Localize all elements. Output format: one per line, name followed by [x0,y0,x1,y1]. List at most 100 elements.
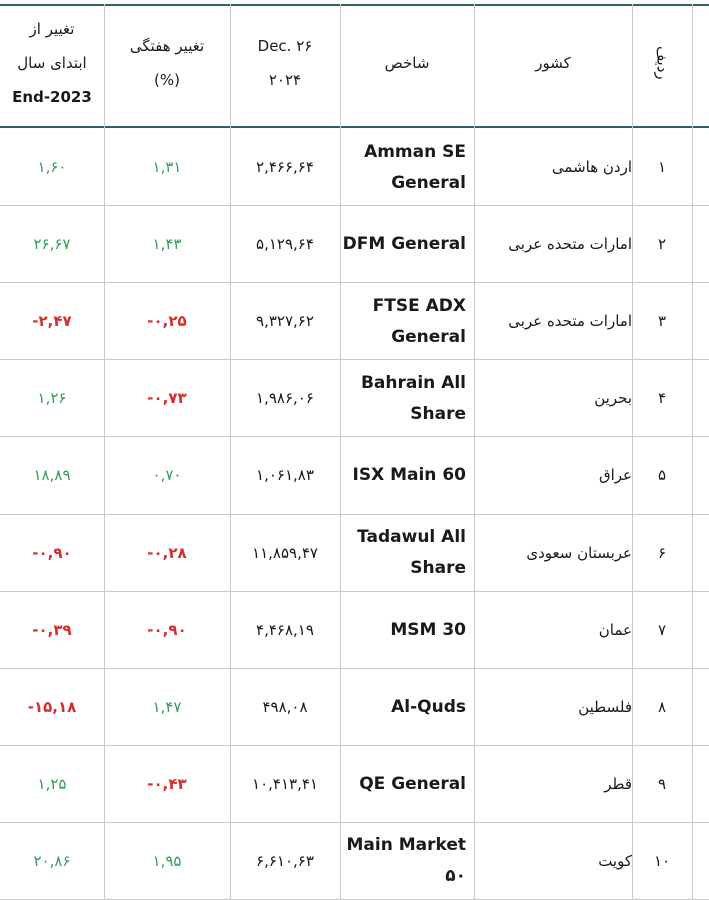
ytd-change: ۱,۲۶ [37,389,67,408]
rank-cell: ۸ [632,669,692,746]
ytd-change: -۱۵,۱۸ [27,697,77,716]
index-value: ۱,۰۶۱,۸۳ [256,466,314,485]
ytd-cell: -۰,۳۹ [0,592,104,669]
ytd-cell: ۱,۶۰ [0,129,104,206]
table-header: تغییر از ابتدای سال End-2023 تغییر هفتگی… [0,0,709,126]
rank-cell: ۳ [632,283,692,360]
row-number: ۸ [657,697,667,716]
weekly-change: ۱,۴۳ [152,235,182,254]
header-index: شاخص [340,0,474,126]
index-name-line1: ISX Main 60 [352,465,467,486]
rank-cell: ۱۰ [632,823,692,900]
value-cell: ۵,۱۲۹,۶۴ [230,206,340,283]
row-number: ۱ [657,158,667,177]
ytd-change: -۰,۹۰ [32,543,72,562]
table-row: -۲,۴۷ -۰,۲۵ ۹,۳۲۷,۶۲ FTSE ADX General امارات … [0,283,709,360]
index-cell: Amman SE General [340,129,474,206]
table-row: ۱,۲۵ -۰,۴۳ ۱۰,۴۱۳,۴۱ QE General قطر ۹ [0,746,709,823]
header-ytd-line1: تغییر از [29,20,75,38]
index-cell: Al-Quds [340,669,474,746]
header-index-label: شاخص [384,54,430,72]
header-weekly-line1: تغییر هفتگی [129,37,205,55]
header-rule [0,126,709,128]
country-cell: امارات متحده عربی [474,283,644,360]
country-cell: اردن هاشمی [474,129,644,206]
value-cell: ۴,۴۶۸,۱۹ [230,592,340,669]
index-value: ۴۹۸,۰۸ [262,697,308,716]
ytd-change: ۱,۶۰ [37,158,67,177]
country-name: کویت [598,851,632,870]
table-row: ۲۰,۸۶ ۱,۹۵ ۶,۶۱۰,۶۳ Main Market ۵۰ کویت ۱۰ [0,823,709,900]
column-divider [340,4,341,899]
weekly-cell: ۱,۴۳ [104,206,230,283]
country-name: بحرین [594,389,632,408]
index-name-line1: Main Market [346,835,466,856]
index-value: ۱,۹۸۶,۰۶ [256,389,314,408]
row-divider [0,205,709,207]
table-row: ۱,۲۶ -۰,۷۳ ۱,۹۸۶,۰۶ Bahrain All Share بحرین ۴ [0,360,709,437]
country-cell: فلسطین [474,669,644,746]
index-cell: FTSE ADX General [340,283,474,360]
rank-cell: ۱ [632,129,692,206]
index-name-line1: Al-Quds [391,696,466,717]
ytd-cell: -۱۵,۱۸ [0,669,104,746]
weekly-cell: ۱,۴۷ [104,669,230,746]
ytd-cell: ۱,۲۵ [0,746,104,823]
index-name-line1: Amman SE [364,141,466,162]
index-cell: Main Market ۵۰ [340,823,474,900]
header-weekly: تغییر هفتگی (%) [104,0,230,126]
header-ytd-line3: End-2023 [12,88,92,106]
rank-cell: ۴ [632,360,692,437]
value-cell: ۱,۹۸۶,۰۶ [230,360,340,437]
row-divider [0,744,709,746]
index-name-line1: QE General [359,773,466,794]
row-number: ۳ [657,312,667,331]
country-cell: امارات متحده عربی [474,206,644,283]
index-name-line2: General [391,172,466,193]
ytd-change: -۰,۳۹ [32,620,72,639]
index-name-line1: Bahrain All [360,372,466,393]
index-value: ۹,۳۲۷,۶۲ [256,312,314,331]
index-value: ۶,۶۱۰,۶۳ [256,851,314,870]
ytd-change: ۲۶,۶۷ [33,235,71,254]
weekly-change: ۱,۴۷ [152,697,182,716]
column-divider [632,4,633,899]
country-cell: عراق [474,437,644,514]
index-value: ۲,۴۶۶,۶۴ [256,158,314,177]
index-cell: Bahrain All Share [340,360,474,437]
header-date-line1: Dec. ۲۶ [257,37,313,55]
weekly-change: -۰,۲۵ [147,312,187,331]
country-cell: بحرین [474,360,644,437]
country-cell: عربستان سعودی [474,515,644,592]
index-cell: Tadawul All Share [340,515,474,592]
weekly-cell: -۰,۷۳ [104,360,230,437]
weekly-cell: ۱,۹۵ [104,823,230,900]
ytd-cell: ۲۶,۶۷ [0,206,104,283]
ytd-cell: ۱,۲۶ [0,360,104,437]
ytd-cell: ۲۰,۸۶ [0,823,104,900]
country-name: امارات متحده عربی [508,312,632,331]
value-cell: ۲,۴۶۶,۶۴ [230,129,340,206]
row-number: ۹ [657,774,667,793]
row-divider [0,282,709,284]
ytd-cell: -۰,۹۰ [0,515,104,592]
row-divider [0,359,709,361]
value-cell: ۱۱,۸۵۹,۴۷ [230,515,340,592]
weekly-change: -۰,۷۳ [147,389,187,408]
value-cell: ۴۹۸,۰۸ [230,669,340,746]
table-row: -۰,۳۹ -۰,۹۰ ۴,۴۶۸,۱۹ MSM 30 عمان ۷ [0,592,709,669]
header-rank-label: ردیف [653,46,672,80]
header-country: کشور [474,0,632,126]
row-number: ۷ [657,620,667,639]
country-cell: عمان [474,592,644,669]
column-divider [230,4,231,899]
header-country-label: کشور [535,54,571,72]
rank-cell: ۶ [632,515,692,592]
index-name-line1: FTSE ADX [372,295,466,316]
weekly-change: ۱,۹۵ [152,851,182,870]
index-name-line2: ۵۰ [445,866,466,887]
column-divider [104,4,105,899]
table-row: ۱۸,۸۹ ۰,۷۰ ۱,۰۶۱,۸۳ ISX Main 60 عراق ۵ [0,437,709,514]
header-ytd-line2: ابتدای سال [17,54,87,72]
